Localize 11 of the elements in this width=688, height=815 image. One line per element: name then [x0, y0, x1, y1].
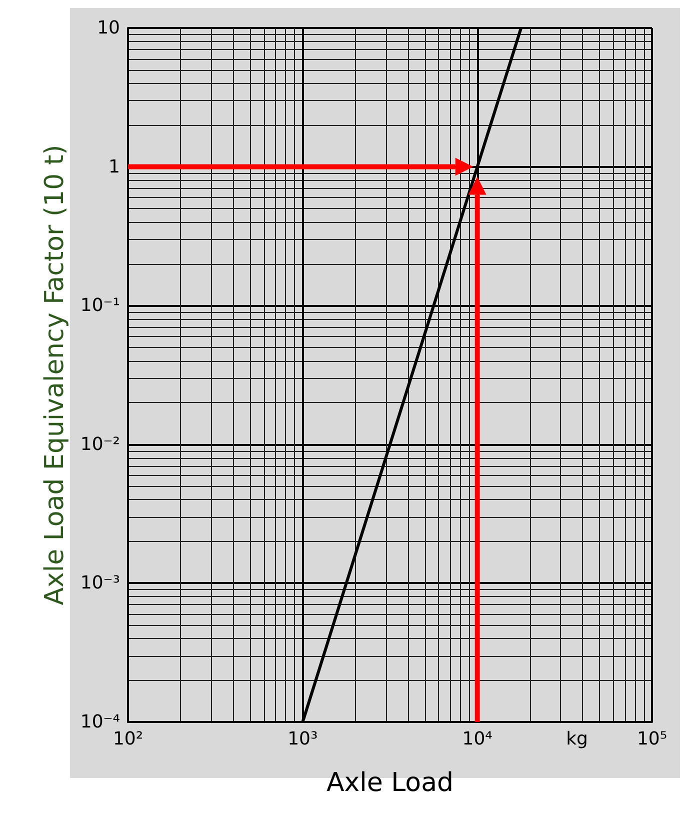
x-tick-label: 10⁵: [636, 728, 668, 750]
y-tick-label: 1: [108, 156, 120, 178]
y-axis-title: Axle Load Equivalency Factor (10 t): [40, 144, 70, 606]
y-tick-label: 10⁻³: [80, 572, 120, 594]
y-tick-label: 10⁻²: [80, 434, 120, 455]
y-tick-label: 10⁻¹: [80, 295, 120, 316]
x-axis-title: Axle Load: [326, 768, 454, 798]
x-tick-label: 10³: [288, 728, 318, 750]
text: kg: [566, 728, 588, 750]
x-tick-label: 10⁴: [462, 728, 492, 750]
y-tick-label: 10: [97, 18, 120, 38]
